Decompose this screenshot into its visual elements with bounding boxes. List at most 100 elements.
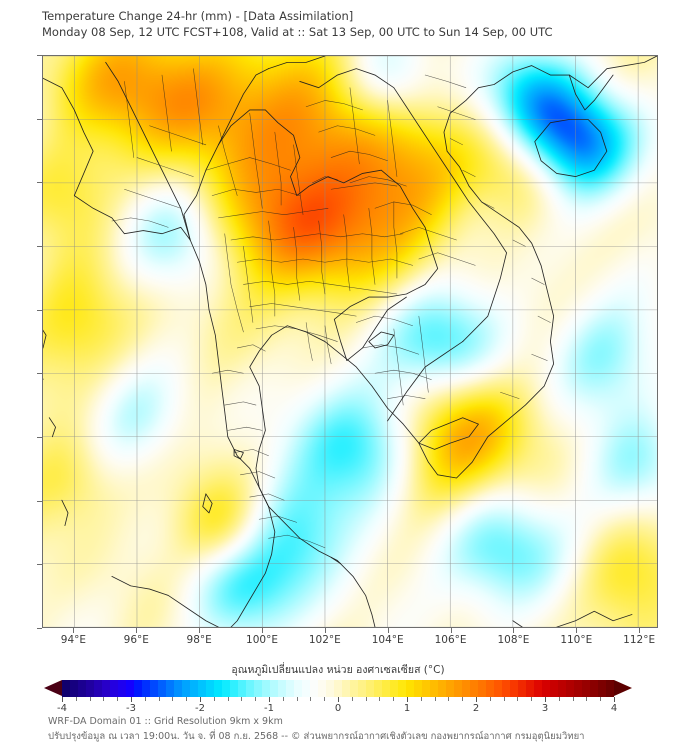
colorbar-swatch [542, 680, 550, 697]
colorbar-tick-label: 3 [541, 703, 549, 714]
colorbar-swatch [262, 680, 270, 697]
colorbar-swatch [390, 680, 398, 697]
colorbar-minor-tick [489, 697, 491, 701]
colorbar-swatch [134, 680, 142, 697]
colorbar-minor-tick [255, 697, 257, 701]
colorbar-swatch [350, 680, 358, 697]
colorbar-tick-label: -3 [126, 703, 136, 714]
lat-tick-mark [37, 309, 42, 311]
colorbar-minor-tick [420, 697, 422, 701]
footer: WRF-DA Domain 01 :: Grid Resolution 9km … [48, 714, 668, 744]
colorbar-swatch [182, 680, 190, 697]
lon-tick-mark [576, 628, 578, 633]
colorbar-minor-tick [572, 697, 574, 701]
colorbar-major-tick [545, 697, 546, 702]
colorbar-minor-tick [117, 697, 119, 701]
lon-tick-mark [324, 628, 326, 633]
colorbar-minor-tick [103, 697, 105, 701]
colorbar-major-tick [200, 697, 201, 702]
lon-tick-mark [73, 628, 75, 633]
colorbar-swatch [206, 680, 214, 697]
colorbar-swatch [478, 680, 486, 697]
lon-tick-label: 108°E [497, 634, 530, 646]
colorbar-swatch [166, 680, 174, 697]
lon-tick-mark [450, 628, 452, 633]
colorbar-swatch [190, 680, 198, 697]
colorbar-tick-label: 1 [403, 703, 411, 714]
lat-tick-mark [37, 246, 42, 247]
colorbar-swatch [446, 680, 454, 697]
colorbar-major-tick [614, 697, 615, 702]
colorbar-swatch [142, 680, 150, 697]
colorbar-swatch [558, 680, 566, 697]
map-plot-area [42, 55, 658, 628]
lat-tick-mark [37, 373, 42, 375]
colorbar-tick-label: -4 [57, 703, 67, 714]
colorbar-swatch [270, 680, 278, 697]
colorbar-minor-tick [89, 697, 91, 701]
colorbar-swatch [414, 680, 422, 697]
lon-tick-mark [387, 628, 389, 633]
colorbar-swatch [486, 680, 494, 697]
colorbar-swatch [422, 680, 430, 697]
colorbar-minor-tick [434, 697, 436, 701]
colorbar-swatch [86, 680, 94, 697]
colorbar-minor-tick [462, 697, 464, 701]
colorbar-minor-tick [531, 697, 533, 701]
colorbar-minor-tick [172, 697, 174, 701]
lat-tick-mark [37, 182, 42, 184]
colorbar-swatch [222, 680, 230, 697]
footer-attribution: ปรับปรุงข้อมูล ณ เวลา 19:00น. วัน จ. ที่… [48, 731, 585, 742]
lon-tick-mark [513, 628, 515, 633]
colorbar-minor-tick [379, 697, 381, 701]
colorbar-swatch [382, 680, 390, 697]
colorbar-swatch [510, 680, 518, 697]
colorbar-minor-tick [365, 697, 367, 701]
lon-tick-mark [262, 628, 263, 633]
colorbar-swatch [534, 680, 542, 697]
colorbar-swatch [462, 680, 470, 697]
colorbar-tick-label: 0 [334, 703, 342, 714]
colorbar-minor-tick [503, 697, 505, 701]
colorbar-swatch [366, 680, 374, 697]
colorbar-swatch [286, 680, 294, 697]
colorbar-swatch [502, 680, 510, 697]
colorbar-swatch [150, 680, 158, 697]
colorbar-swatch [566, 680, 574, 697]
colorbar-swatch [310, 680, 318, 697]
footer-domain-info: WRF-DA Domain 01 :: Grid Resolution 9km … [48, 716, 283, 727]
colorbar-swatch [398, 680, 406, 697]
colorbar-major-tick [269, 697, 270, 702]
colorbar-swatch [606, 680, 614, 697]
colorbar-max-arrow [614, 680, 632, 696]
lat-tick-mark [37, 628, 42, 629]
colorbar-swatch [430, 680, 438, 697]
colorbar-gradient [62, 680, 614, 697]
colorbar-major-tick [338, 697, 339, 702]
colorbar-minor-tick [75, 697, 77, 701]
colorbar-minor-tick [351, 697, 353, 701]
colorbar-major-tick [62, 697, 63, 702]
colorbar-swatch [438, 680, 446, 697]
colorbar-title: อุณหภูมิเปลี่ยนแปลง หน่วย องศาเซลเซียส (… [231, 664, 445, 676]
lon-tick-label: 110°E [560, 634, 593, 646]
colorbar-swatch [246, 680, 254, 697]
colorbar-swatch [62, 680, 70, 697]
colorbar-swatch [342, 680, 350, 697]
colorbar-swatch [78, 680, 86, 697]
colorbar-swatch [358, 680, 366, 697]
lon-tick-label: 96°E [123, 634, 149, 646]
colorbar-minor-tick [517, 697, 519, 701]
colorbar-major-tick [131, 697, 132, 702]
plot-frame [42, 55, 658, 628]
colorbar-swatch [454, 680, 462, 697]
colorbar-minor-tick [241, 697, 243, 701]
colorbar-minor-tick [158, 697, 160, 701]
colorbar-swatch [278, 680, 286, 697]
colorbar-swatch [94, 680, 102, 697]
colorbar-minor-tick [213, 697, 215, 701]
colorbar-tick-label: -1 [264, 703, 274, 714]
lat-tick-mark [37, 55, 42, 56]
colorbar-swatch [126, 680, 134, 697]
chart-title: Temperature Change 24-hr (mm) - [Data As… [42, 9, 354, 23]
